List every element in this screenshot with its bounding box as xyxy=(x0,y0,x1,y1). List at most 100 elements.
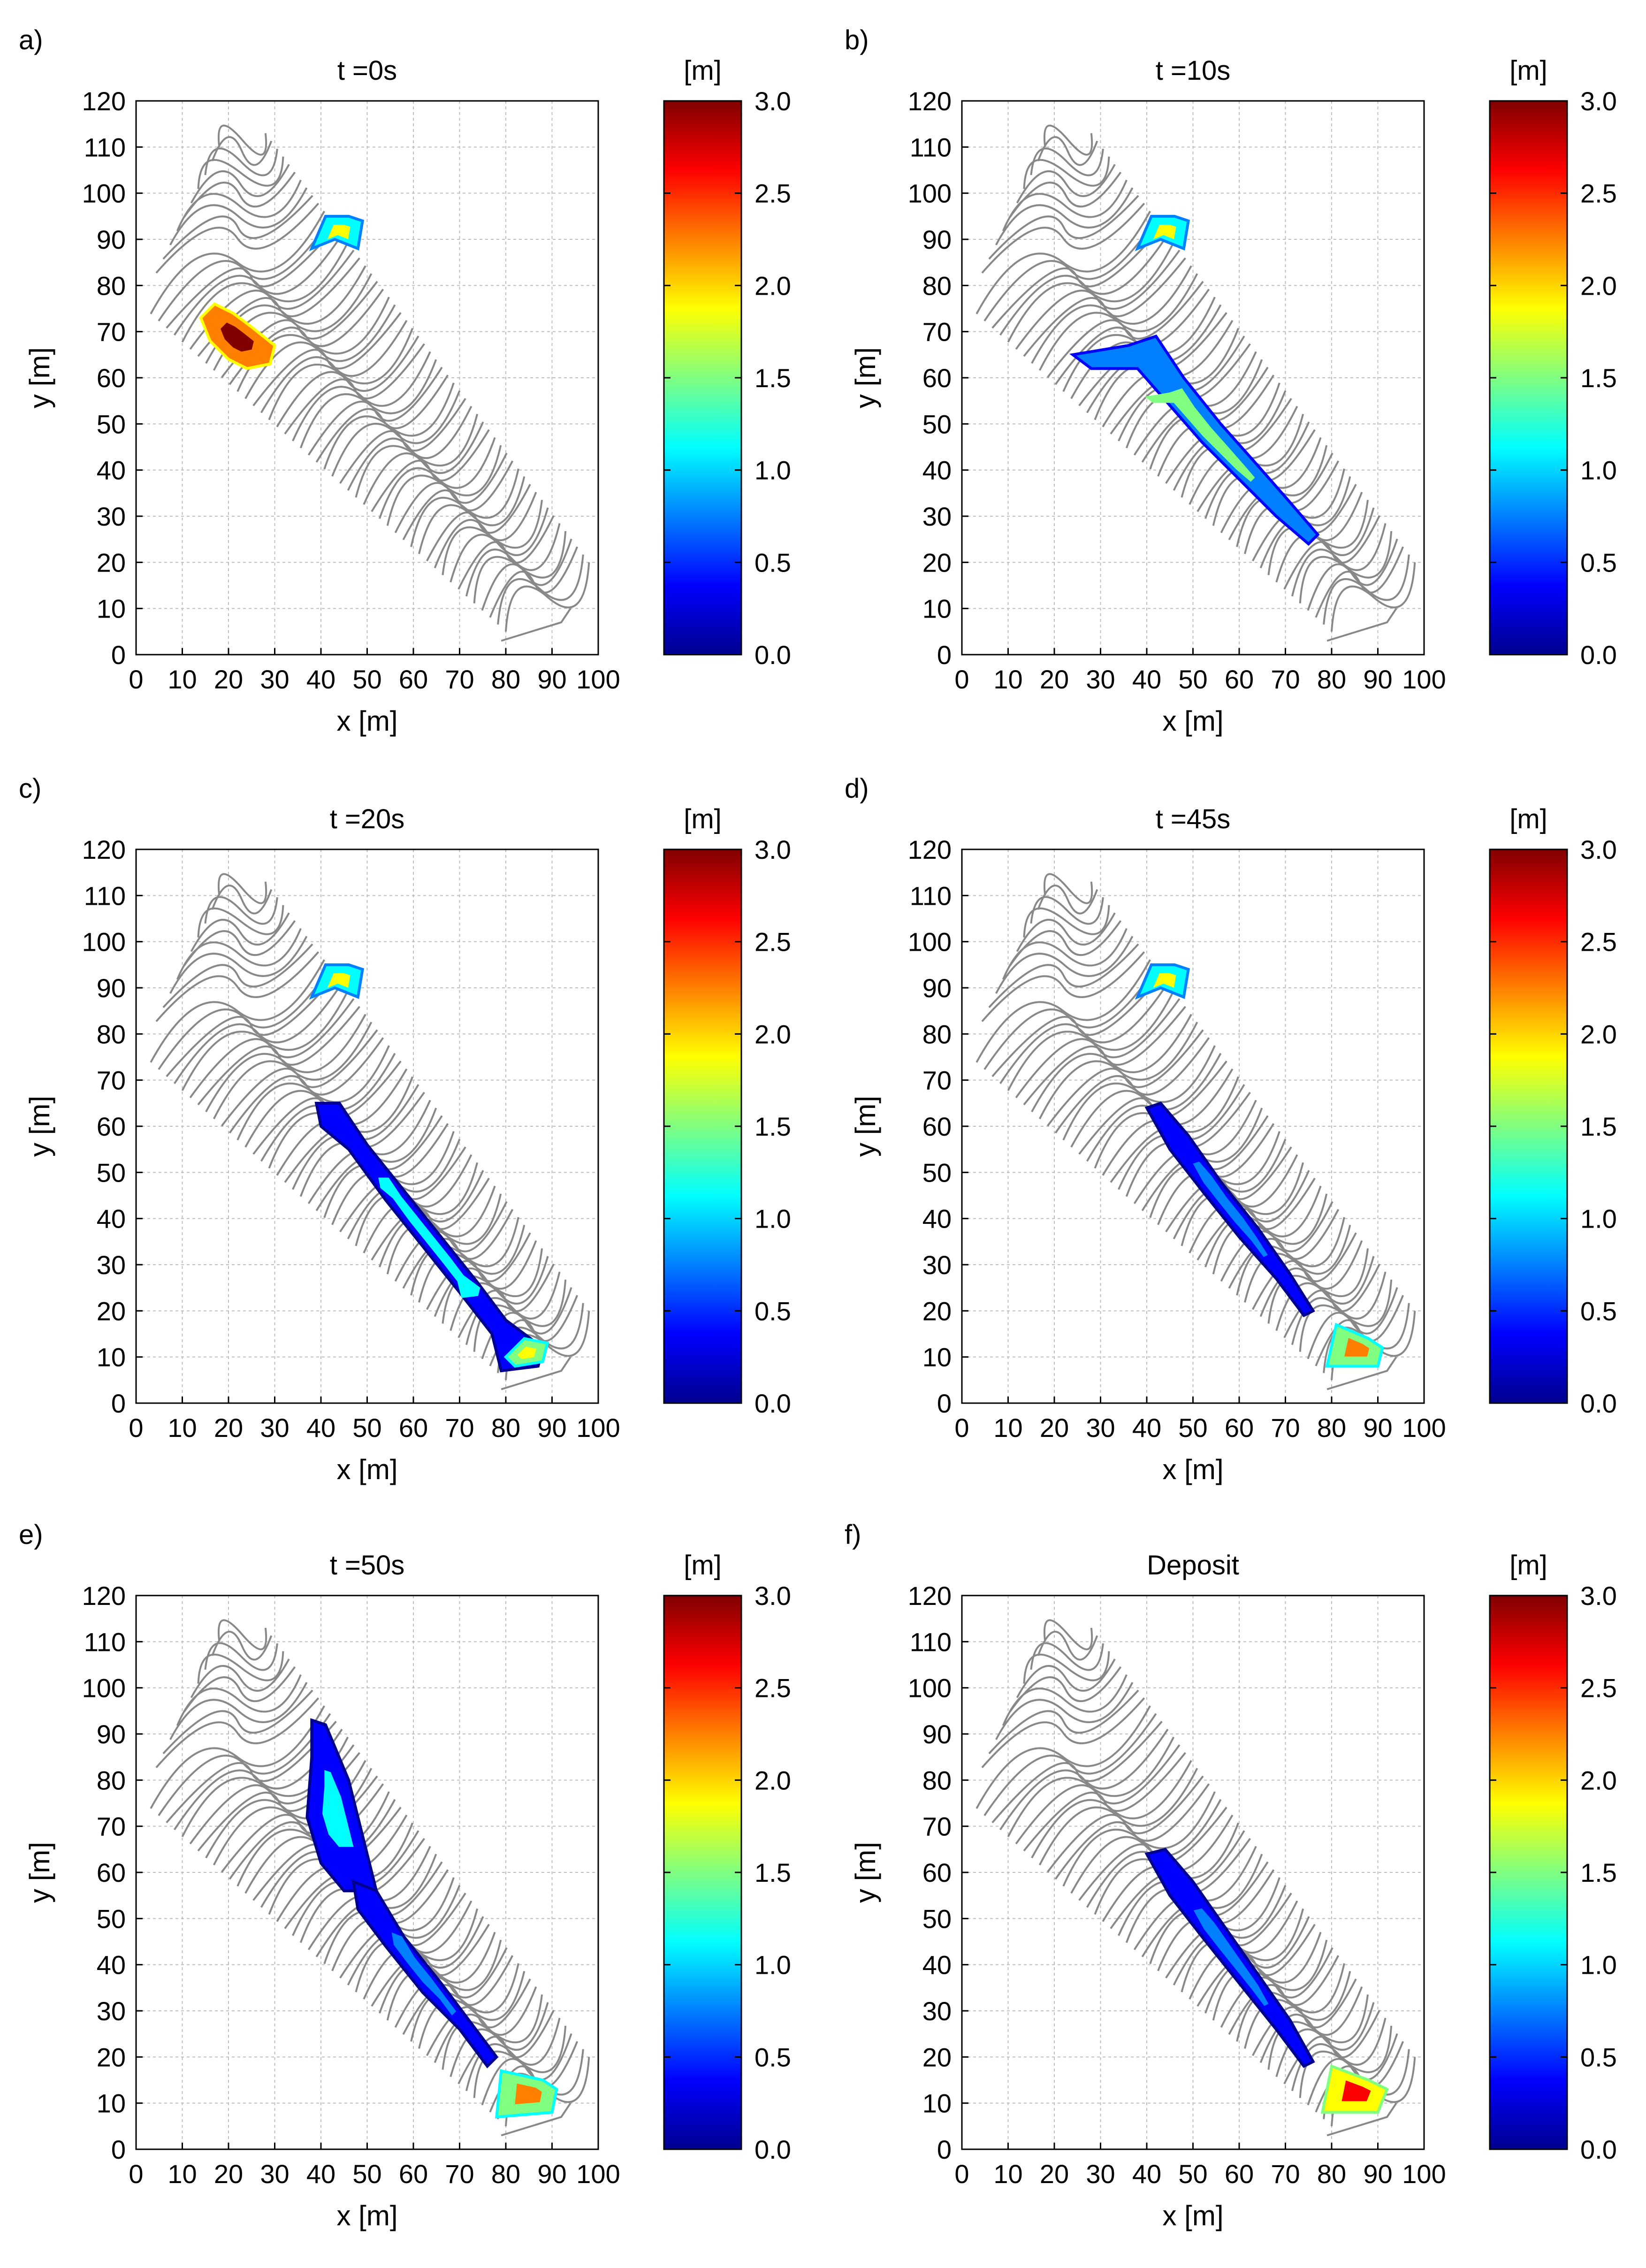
colorbar-tick-label: 2.0 xyxy=(754,1765,791,1795)
grid xyxy=(136,849,599,1404)
x-tick-label: 90 xyxy=(1363,1413,1392,1443)
contour-line xyxy=(183,920,296,966)
colorbar-unit: [m] xyxy=(1509,804,1547,834)
contour-line xyxy=(169,187,308,245)
y-tick-label: 10 xyxy=(922,1343,952,1372)
contour-line xyxy=(1023,1752,1186,1852)
contour-line xyxy=(1204,1932,1322,2014)
panel-a: a) t =0s 0 10 20 30 40 50 60 70 80 90 100 0 10 20 30 40 50… xyxy=(19,25,791,737)
contour-line xyxy=(1030,1642,1104,1671)
panel-label: b) xyxy=(845,25,869,55)
colorbar-tick-label: 2.0 xyxy=(754,1019,791,1049)
y-tick-label: 80 xyxy=(922,1019,952,1049)
x-tick-label: 100 xyxy=(576,1413,620,1443)
y-axis-label: y [m] xyxy=(24,347,55,408)
contour-line xyxy=(981,1697,1145,1768)
x-tick-label: 30 xyxy=(1086,1413,1115,1443)
colorbar-unit: [m] xyxy=(684,55,722,86)
colorbar-tick-label: 1.0 xyxy=(754,1204,791,1234)
y-tick-label: 110 xyxy=(910,1627,952,1657)
x-tick-label: 40 xyxy=(306,2159,335,2189)
contour-line xyxy=(1023,1006,1186,1106)
contour-line xyxy=(176,1674,302,1726)
y-tick-label: 80 xyxy=(922,1765,952,1795)
y-tick-label: 100 xyxy=(908,927,952,957)
colorbar-tick-label: 1.0 xyxy=(1580,456,1617,485)
contour-line xyxy=(150,211,325,314)
y-tick-label: 30 xyxy=(922,502,952,531)
grid xyxy=(961,100,1425,655)
x-tick-label: 60 xyxy=(399,1413,428,1443)
contour-line xyxy=(205,1014,366,1113)
contour-line xyxy=(1023,905,1110,938)
flow-stream-core xyxy=(1193,1161,1268,1257)
colorbar xyxy=(1489,848,1568,1404)
contour-line xyxy=(402,460,514,541)
x-tick-label: 30 xyxy=(260,2159,289,2189)
y-tick-label: 120 xyxy=(82,86,126,116)
y-axis-label: y [m] xyxy=(850,347,881,408)
y-tick-label: 50 xyxy=(97,1904,126,1933)
x-tick-label: 0 xyxy=(129,1413,143,1443)
x-tick-label: 90 xyxy=(537,664,566,694)
y-tick-label: 120 xyxy=(82,1581,126,1611)
x-tick-label: 0 xyxy=(954,1413,969,1443)
contour-line xyxy=(1275,507,1375,583)
flow-thickness xyxy=(1144,1848,1389,2114)
colorbar-tick-label: 1.0 xyxy=(1580,1204,1617,1234)
y-tick-label: 60 xyxy=(97,1858,126,1887)
colorbar xyxy=(1489,100,1568,656)
contour-line xyxy=(190,912,290,952)
contour-line xyxy=(1228,1209,1340,1289)
contour-line xyxy=(434,1986,537,2063)
toe-deposit-core xyxy=(515,2083,542,2105)
contour-line xyxy=(190,1658,290,1698)
x-tick-label: 50 xyxy=(1178,664,1207,694)
flow-stream-core xyxy=(391,1932,457,2016)
y-tick-label: 20 xyxy=(922,2042,952,2072)
contour-line xyxy=(176,928,302,980)
terrain-contours xyxy=(975,124,1416,642)
colorbar-tick-label: 2.0 xyxy=(754,271,791,300)
contour-line xyxy=(155,1697,320,1768)
x-tick-label: 20 xyxy=(1040,1413,1069,1443)
y-tick-label: 30 xyxy=(97,1996,126,2026)
y-axis-label: y [m] xyxy=(850,1096,881,1157)
x-tick-label: 80 xyxy=(1317,664,1346,694)
contour-line xyxy=(371,1177,490,1261)
contour-line xyxy=(418,1970,526,2049)
contour-line xyxy=(1189,1916,1310,2000)
contour-line xyxy=(1326,1356,1397,1390)
panel-f: f) Deposit 0 10 20 30 40 50 60 70 80 90 100 0 10 20 30 40… xyxy=(845,1520,1617,2231)
contour-line xyxy=(497,554,584,625)
flow-stream xyxy=(1069,334,1320,546)
y-tick-label: 0 xyxy=(111,2135,126,2164)
y-tick-label: 110 xyxy=(84,1627,126,1657)
y-tick-label: 110 xyxy=(84,881,126,910)
contour-line xyxy=(450,507,549,583)
panel-label: a) xyxy=(19,25,43,55)
contour-line xyxy=(1009,171,1122,218)
terrain-contours xyxy=(150,124,590,642)
x-tick-label: 30 xyxy=(260,664,289,694)
contour-line xyxy=(155,951,320,1022)
contour-line xyxy=(991,975,1163,1077)
colorbar-tick-label: 3.0 xyxy=(1580,86,1617,116)
flow-thickness xyxy=(1069,214,1320,546)
contour-line xyxy=(174,234,343,336)
contour-line xyxy=(1043,873,1093,904)
contour-line xyxy=(371,1924,490,2007)
y-tick-label: 0 xyxy=(937,2135,952,2164)
panel-title: Deposit xyxy=(1147,1550,1239,1581)
y-tick-label: 90 xyxy=(922,225,952,254)
contour-line xyxy=(1002,1674,1128,1726)
y-tick-label: 80 xyxy=(922,271,952,300)
contour-line xyxy=(1204,1185,1322,1268)
upper-pond-core xyxy=(327,224,351,239)
colorbar-tick-label: 3.0 xyxy=(1580,1581,1617,1611)
y-tick-label: 40 xyxy=(922,456,952,485)
contour-line xyxy=(379,1185,496,1268)
toe-deposit-core xyxy=(1344,1337,1370,1357)
colorbar-tick-label: 0.0 xyxy=(754,640,791,670)
